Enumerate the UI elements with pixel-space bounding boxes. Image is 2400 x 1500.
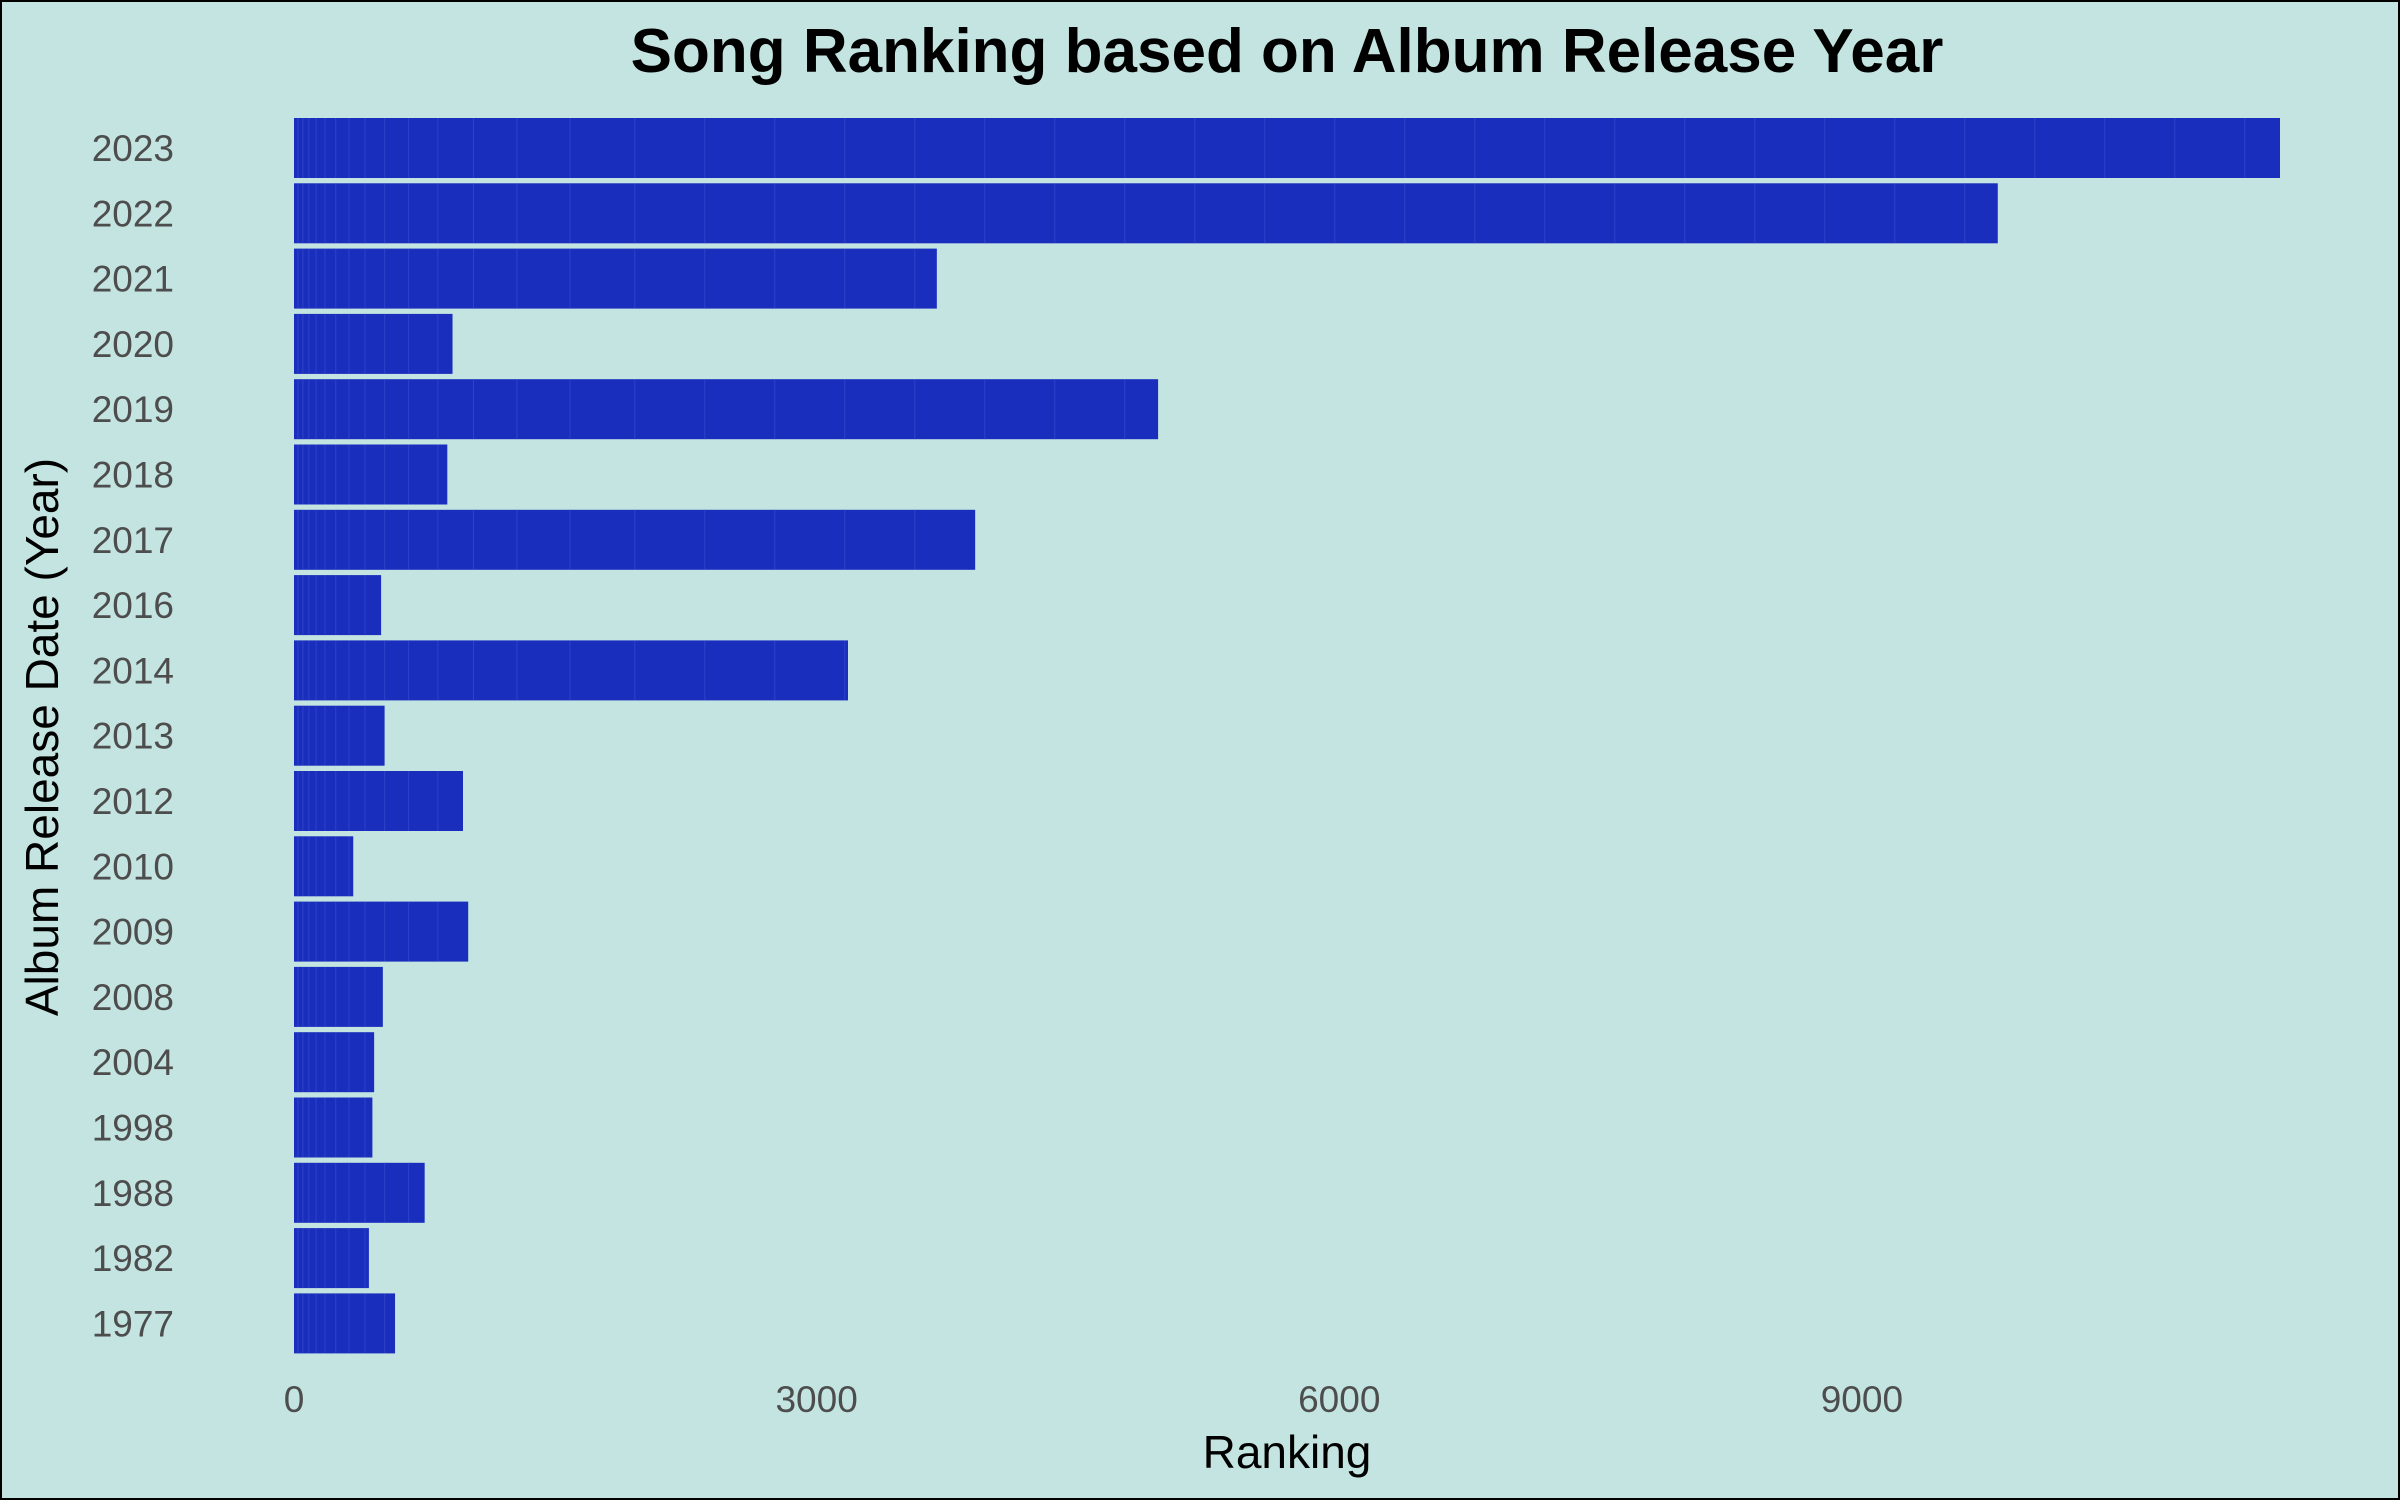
bar-1988 xyxy=(294,1162,425,1223)
y-tick-label: 2017 xyxy=(92,520,174,561)
bar-2004 xyxy=(294,1032,375,1093)
bar-segments-1982 xyxy=(297,1228,366,1289)
bar-segments-2012 xyxy=(297,771,439,831)
bar-2012 xyxy=(294,771,463,831)
y-tick-label: 2004 xyxy=(92,1042,174,1083)
y-tick-label: 2019 xyxy=(92,389,174,430)
bar-2010 xyxy=(294,836,354,897)
bar-segments-2018 xyxy=(297,444,439,505)
x-tick-label: 6000 xyxy=(1298,1379,1380,1420)
y-tick-label: 1998 xyxy=(92,1108,174,1149)
y-tick-label: 2022 xyxy=(92,193,174,234)
bar-2013 xyxy=(294,705,385,766)
y-tick-label: 2014 xyxy=(92,650,174,691)
bar-2023 xyxy=(294,118,2280,178)
bar-1977 xyxy=(294,1293,396,1354)
y-tick-label: 2016 xyxy=(92,585,174,626)
y-tick-label: 2018 xyxy=(92,455,174,496)
bar-segments-2008 xyxy=(297,966,366,1027)
y-axis-title: Album Release Date (Year) xyxy=(16,458,68,1016)
bars-group xyxy=(294,118,2280,1354)
y-tick-label: 2013 xyxy=(92,716,174,757)
y-tick-label: 2023 xyxy=(92,128,174,169)
x-tick-label: 0 xyxy=(284,1379,305,1420)
bar-segments-1988 xyxy=(297,1162,410,1223)
bar-segments-2023 xyxy=(297,118,2246,178)
bar-segments-2013 xyxy=(297,705,366,766)
bar-2008 xyxy=(294,966,383,1027)
bar-segments-2004 xyxy=(297,1032,366,1093)
y-tick-label: 1982 xyxy=(92,1238,174,1279)
bar-1998 xyxy=(294,1097,373,1158)
bar-segments-2020 xyxy=(297,313,439,374)
y-tick-label: 1977 xyxy=(92,1303,174,1344)
bar-2009 xyxy=(294,901,469,962)
y-tick-labels: 2023 2022 2021 2020 2019 2018 2017 2016 2014 2013… xyxy=(92,128,174,1344)
x-axis-title: Ranking xyxy=(1203,1426,1372,1478)
bar-segments-1998 xyxy=(297,1097,366,1158)
y-tick-label: 2010 xyxy=(92,846,174,887)
bar-2021 xyxy=(294,248,937,309)
bar-2018 xyxy=(294,444,448,505)
x-tick-label: 3000 xyxy=(775,1379,857,1420)
y-tick-label: 2008 xyxy=(92,977,174,1018)
bar-1982 xyxy=(294,1228,369,1289)
bar-segments-2016 xyxy=(297,575,366,636)
chart-title: Song Ranking based on Album Release Year xyxy=(631,17,1944,86)
bar-2022 xyxy=(294,183,1998,244)
bar-segments-1977 xyxy=(297,1293,386,1354)
bar-segments-2021 xyxy=(297,248,916,309)
bar-2016 xyxy=(294,575,382,636)
bar-segments-2022 xyxy=(297,183,1966,244)
x-tick-label: 9000 xyxy=(1821,1379,1903,1420)
bar-segments-2019 xyxy=(297,379,1126,440)
bar-segments-2014 xyxy=(297,640,846,701)
bar-2019 xyxy=(294,379,1159,440)
bar-segments-2010 xyxy=(297,836,350,897)
bar-segments-2017 xyxy=(297,509,916,570)
y-tick-label: 2020 xyxy=(92,324,174,365)
bar-2020 xyxy=(294,313,453,374)
y-tick-label: 2009 xyxy=(92,912,174,953)
y-tick-label: 2012 xyxy=(92,781,174,822)
y-tick-label: 2021 xyxy=(92,259,174,300)
y-tick-label: 1988 xyxy=(92,1173,174,1214)
bar-2014 xyxy=(294,640,848,701)
bar-segments-2009 xyxy=(297,901,439,962)
x-tick-labels: 0 3000 6000 9000 xyxy=(284,1379,1903,1420)
